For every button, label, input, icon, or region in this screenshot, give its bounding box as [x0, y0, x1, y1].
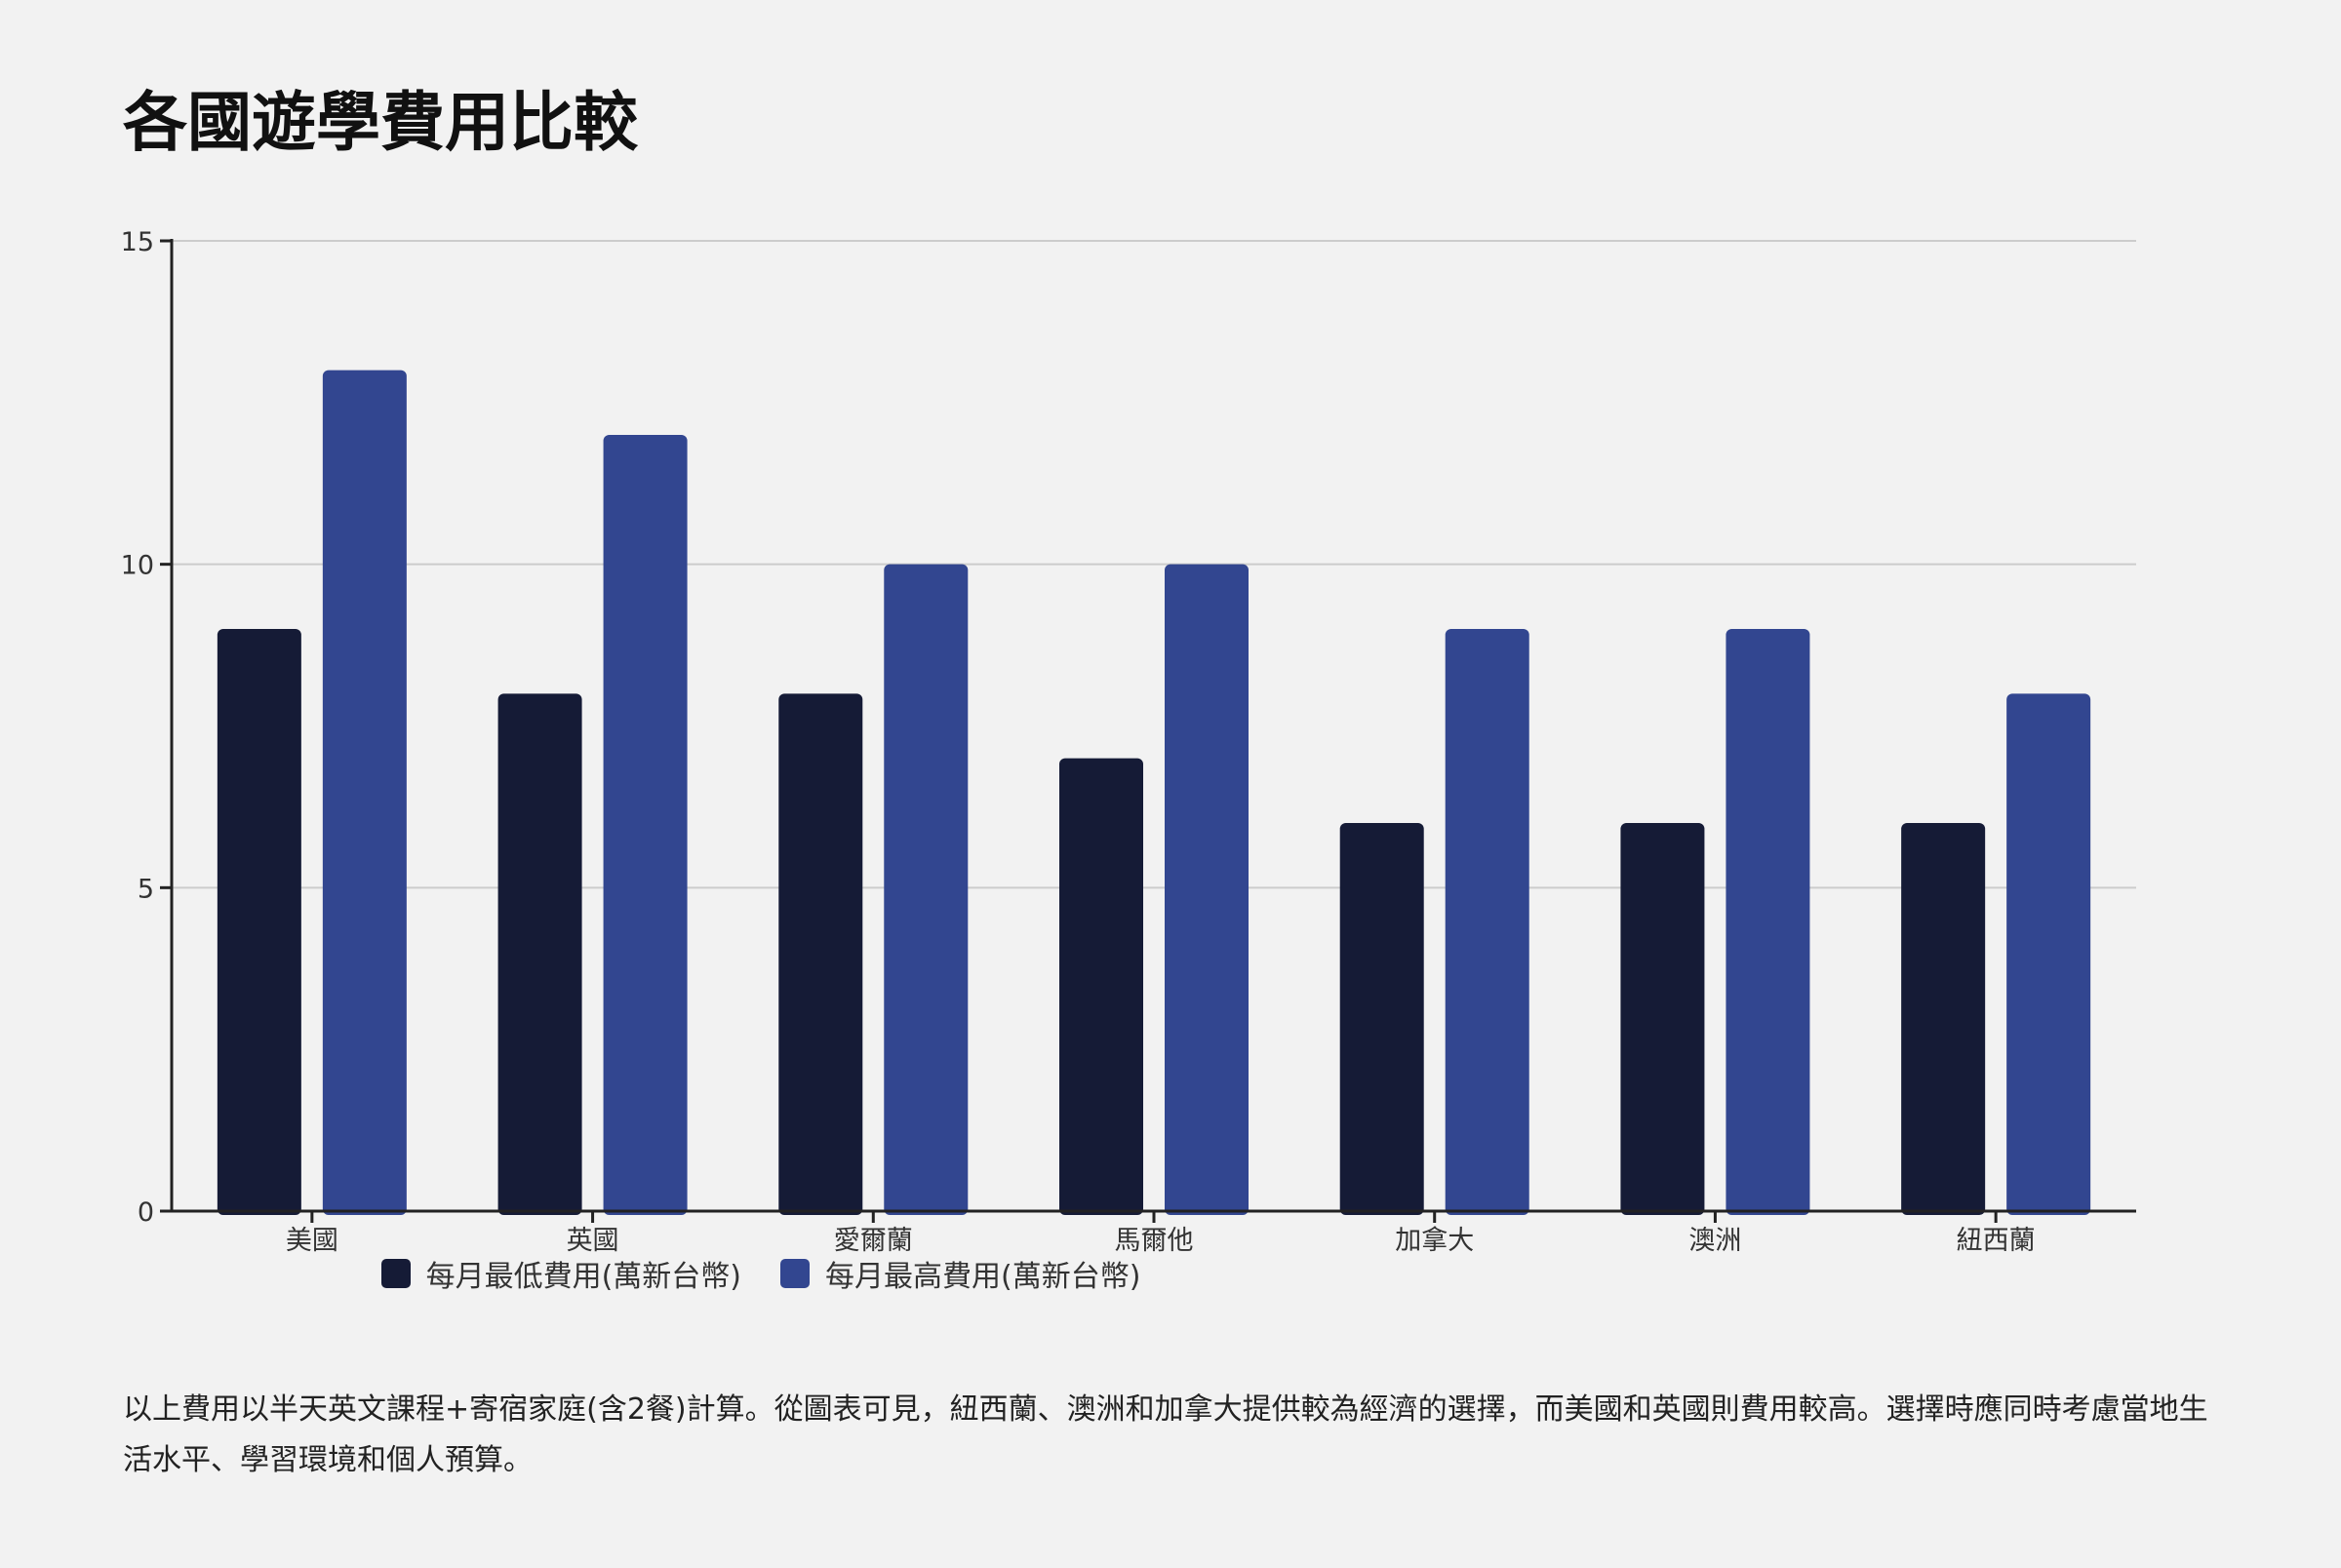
x-tick-label: 澳洲 — [1688, 1226, 1741, 1256]
bar-max-2 — [884, 564, 969, 1215]
legend-entry-min: 每月最低費用(萬新台幣) — [380, 1252, 741, 1295]
y-tick-label: 0 — [138, 1197, 154, 1228]
footnote: 以上費用以半天英文課程+寄宿家庭(含2餐)計算。從圖表可見，紐西蘭、澳洲和加拿大… — [123, 1392, 2208, 1477]
legend: 每月最低費用(萬新台幣) 每月最高費用(萬新台幣) — [0, 1252, 1522, 1295]
x-tick-label: 愛爾蘭 — [834, 1226, 913, 1256]
grid-lines — [172, 240, 2136, 889]
legend-entry-max: 每月最高費用(萬新台幣) — [780, 1252, 1140, 1295]
x-tick-label: 加拿大 — [1395, 1226, 1474, 1256]
bar-max-4 — [1445, 629, 1529, 1215]
x-tick-label: 英國 — [567, 1226, 619, 1256]
bar-max-5 — [1726, 629, 1810, 1215]
bar-min-5 — [1620, 823, 1705, 1215]
bar-max-1 — [603, 435, 688, 1215]
bar-max-6 — [2006, 693, 2091, 1215]
bar-min-3 — [1059, 758, 1143, 1215]
x-tick-label: 紐西蘭 — [1957, 1226, 2036, 1256]
bar-min-2 — [778, 693, 863, 1215]
bar-max-0 — [322, 370, 407, 1216]
page-title: 各國遊學費用比較 — [123, 85, 638, 160]
bar-min-4 — [1339, 823, 1424, 1215]
legend-label-min: 每月最低費用(萬新台幣) — [425, 1260, 741, 1294]
tick-labels: 0 5 10 15 美國 英國 愛爾蘭 馬爾他 加拿大 澳洲 紐西蘭 — [121, 227, 2036, 1256]
bar-min-1 — [497, 693, 582, 1215]
y-tick-label: 15 — [121, 227, 154, 257]
bar-min-0 — [217, 629, 301, 1215]
bar-min-6 — [1901, 823, 1986, 1215]
y-tick-label: 5 — [138, 874, 154, 904]
axes — [160, 239, 2136, 1223]
bars — [217, 370, 2091, 1216]
y-tick-label: 10 — [121, 551, 154, 581]
bar-chart: 0 5 10 15 美國 英國 愛爾蘭 馬爾他 加拿大 澳洲 紐西蘭 — [121, 227, 2136, 1256]
legend-label-max: 每月最高費用(萬新台幣) — [825, 1260, 1141, 1294]
x-tick-label: 馬爾他 — [1115, 1226, 1194, 1256]
bar-max-3 — [1165, 564, 1249, 1215]
legend-swatch-max — [780, 1259, 810, 1288]
legend-swatch-min — [380, 1259, 411, 1288]
x-tick-label: 美國 — [286, 1226, 338, 1256]
